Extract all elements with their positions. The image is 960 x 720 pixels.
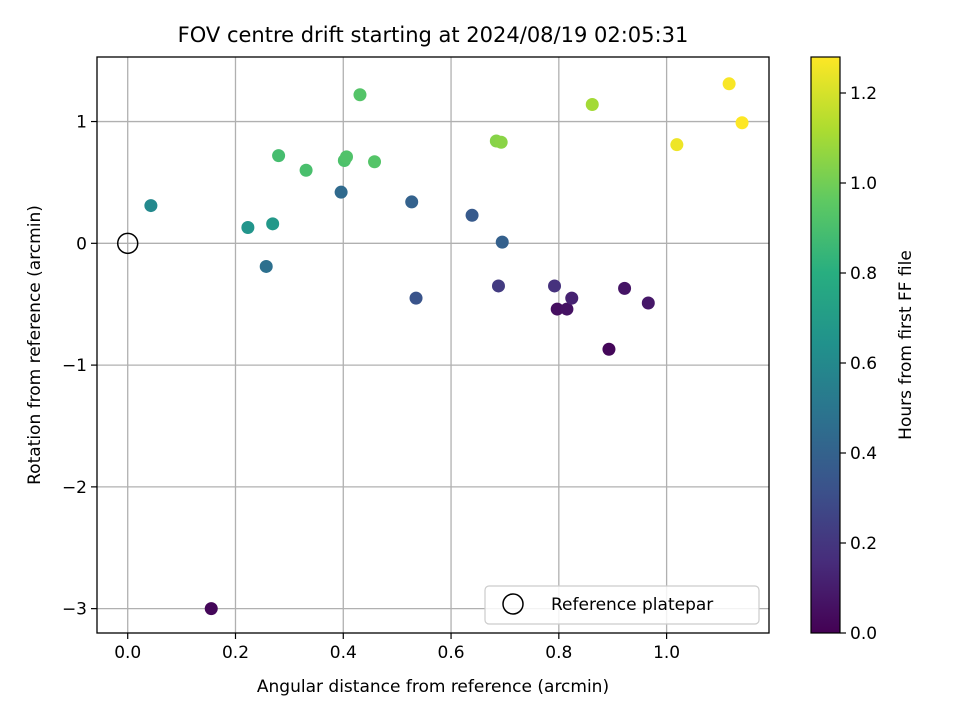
grid [97,57,769,633]
colorbar-tick-label: 0.8 [850,264,877,284]
colorbar-tick-label: 1.0 [850,174,877,194]
data-points [116,77,749,616]
plot-frame [96,56,770,634]
data-point [266,217,280,231]
legend-label: Reference platepar [551,595,713,615]
data-point [494,135,508,149]
data-point [585,97,599,111]
x-tick-label: 0.4 [330,643,357,663]
data-point [368,155,382,169]
data-point [144,199,158,213]
x-tick-label: 0.6 [438,643,465,663]
colorbar-tick-label: 0.2 [850,534,877,554]
x-tick-label: 1.0 [653,643,680,663]
data-point [565,291,579,305]
data-point [735,116,749,130]
legend-marker [502,593,524,615]
colorbar-label: Hours from first FF file [896,250,916,440]
colorbar-tick-label: 1.2 [850,84,877,104]
y-tick-label: −1 [62,356,87,376]
y-axis-ticks: −3 −2 −1 0 1 [62,113,97,620]
colorbar-ticks: 0.0 0.2 0.4 0.6 0.8 1.0 1.2 [840,84,877,644]
colorbar-frame [810,56,841,634]
data-point [602,342,616,356]
data-point [340,150,354,164]
x-tick-label: 0.8 [545,643,572,663]
legend-box [484,585,760,625]
data-point [495,235,509,249]
data-point [465,208,479,222]
data-point [618,281,632,295]
colorbar-gradient [811,57,840,633]
reference-marker [116,232,139,255]
data-point [299,163,313,177]
colorbar-tick-label: 0.6 [850,354,877,374]
data-point [548,279,562,293]
data-point [241,220,255,234]
data-point [491,279,505,293]
y-axis-label: Rotation from reference (arcmin) [25,205,45,485]
data-point [722,77,736,91]
colorbar: 0.0 0.2 0.4 0.6 0.8 1.0 1.2 Hours from first F… [810,56,916,644]
y-tick-label: −3 [62,600,87,620]
legend: Reference platepar [484,585,760,625]
colorbar-tick-label: 0.0 [850,624,877,644]
data-point [272,149,286,163]
y-tick-label: 1 [76,113,87,133]
data-point [259,259,273,273]
chart-title: FOV centre drift starting at 2024/08/19 … [178,23,689,47]
data-point [641,296,655,310]
data-point [550,302,564,316]
data-point [560,302,574,316]
colorbar-tick-label: 0.4 [850,444,877,464]
data-point [409,291,423,305]
y-tick-label: −2 [62,478,87,498]
x-axis-label: Angular distance from reference (arcmin) [257,677,609,697]
data-point [204,602,218,616]
x-tick-label: 0.2 [222,643,249,663]
x-tick-label: 0.0 [114,643,141,663]
data-point [353,88,367,102]
data-point [670,138,684,152]
y-tick-label: 0 [76,234,87,254]
x-axis-ticks: 0.0 0.2 0.4 0.6 0.8 1.0 [114,633,680,663]
data-point [334,185,348,199]
data-point [405,195,419,209]
